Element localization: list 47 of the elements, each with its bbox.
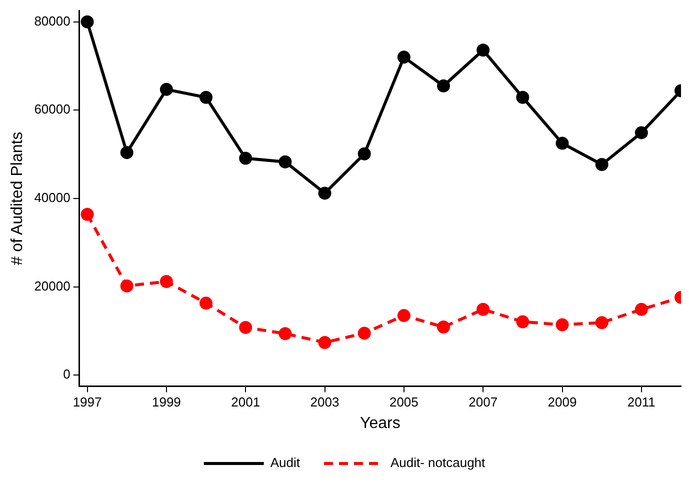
point: [634, 302, 648, 316]
point: [239, 152, 252, 165]
point: [516, 90, 530, 104]
point: [318, 336, 332, 349]
point: [80, 15, 94, 28]
point: [278, 155, 292, 168]
x-tick-label: 1997: [72, 394, 102, 410]
point: [358, 147, 371, 160]
x-tick-label: 1999: [152, 394, 181, 410]
point: [437, 79, 450, 92]
x-tick-label: 2007: [468, 394, 498, 410]
point: [358, 326, 371, 340]
point: [397, 50, 410, 64]
point: [397, 309, 410, 322]
x-tick-label: 2011: [627, 394, 656, 410]
point: [200, 90, 213, 104]
legend-label: Audit: [270, 455, 300, 470]
point: [160, 82, 173, 96]
point: [318, 186, 332, 200]
y-axis-title: # of Audited Plants: [9, 132, 26, 266]
point: [200, 296, 213, 310]
x-axis-title: Years: [360, 414, 400, 432]
point: [476, 44, 490, 57]
x-tick-label: 2005: [389, 394, 418, 410]
point: [634, 126, 648, 140]
point: [556, 318, 569, 332]
y-tick-label: 60000: [34, 102, 70, 117]
point: [437, 320, 450, 334]
x-tick-label: 2009: [548, 394, 577, 410]
point: [476, 302, 490, 316]
legend-label: Audit- notcaught: [390, 455, 486, 470]
y-tick-label: 40000: [34, 190, 70, 206]
y-tick-label: 20000: [34, 278, 70, 294]
point: [595, 158, 608, 171]
point: [595, 316, 608, 330]
point: [239, 320, 252, 334]
y-tick-label: 80000: [34, 13, 70, 28]
x-tick-label: 2001: [231, 394, 260, 410]
point: [120, 279, 134, 292]
x-tick-label: 2003: [310, 394, 340, 410]
point: [160, 275, 173, 288]
y-tick-label: 0: [63, 366, 70, 382]
point: [556, 136, 569, 150]
point: [278, 327, 292, 340]
point: [80, 208, 94, 221]
point: [516, 315, 530, 328]
point: [120, 146, 134, 160]
